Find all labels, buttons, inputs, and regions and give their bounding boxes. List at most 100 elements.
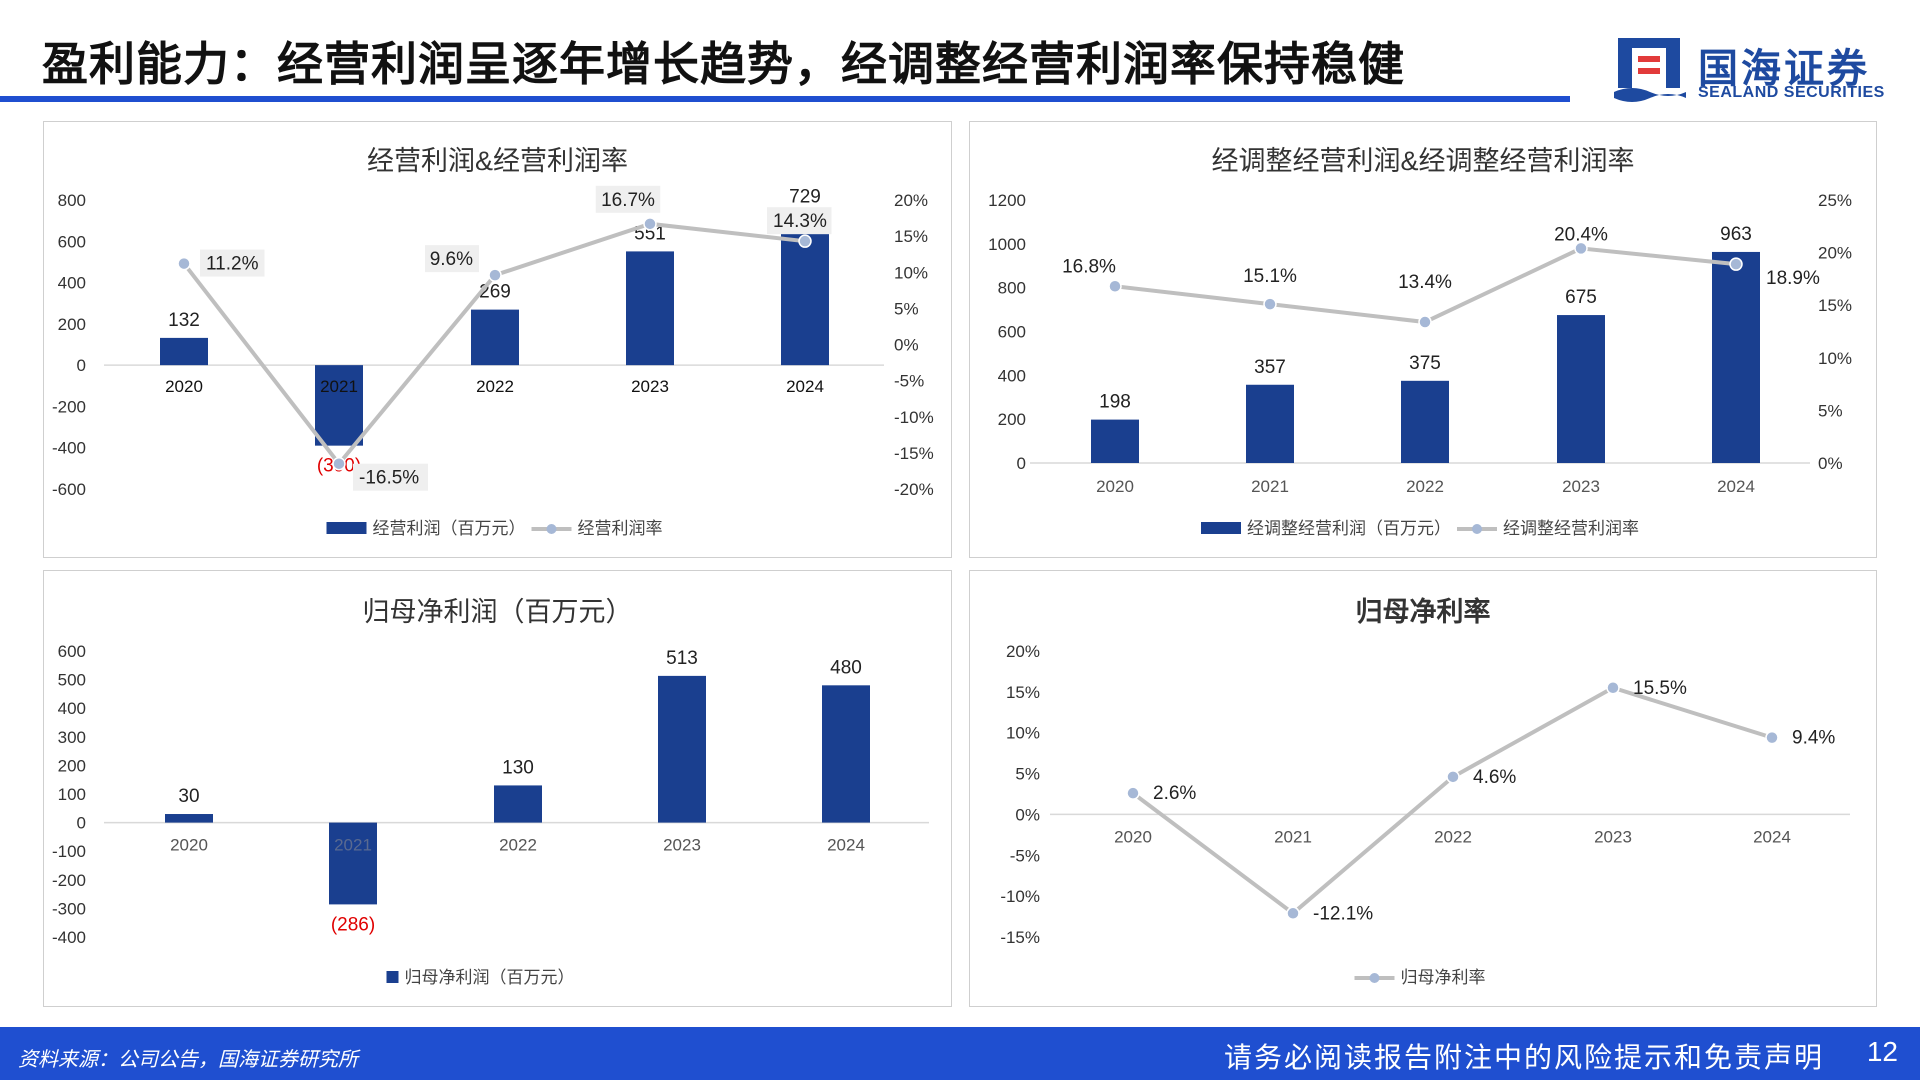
y-tick-label: -400 (52, 439, 86, 458)
y2-tick-label: -10% (894, 408, 934, 427)
operating-profit-chart: 经营利润&经营利润率 800 600 400 200 0 -200 -400 -600 20% 15… (52, 146, 934, 538)
legend-bar-swatch (1201, 522, 1241, 534)
y-tick-label: -200 (52, 397, 86, 416)
y-tick-label: -10% (1000, 887, 1040, 906)
y2-tick-label: 0% (894, 336, 919, 355)
line-data-label: 9.4% (1792, 728, 1835, 749)
line-data-label: 2.6% (1153, 783, 1196, 804)
y-tick-label: -600 (52, 480, 86, 499)
y2-tick-label: 25% (1818, 191, 1852, 210)
y2-tick-label: -5% (894, 372, 924, 391)
line-label-bg (200, 249, 265, 277)
x-tick-label: 2020 (170, 836, 208, 855)
line-point (1418, 315, 1432, 329)
line-label-bg (767, 207, 832, 235)
x-tick-label: 2021 (320, 377, 358, 396)
line-label-bg (425, 245, 479, 273)
y-tick-label: -15% (1000, 928, 1040, 947)
footer-source: 资料来源：公司公告，国海证券研究所 (18, 1049, 358, 1071)
page-title: 盈利能力：经营利润呈逐年增长趋势，经调整经营利润率保持稳健 (42, 38, 1405, 90)
bar-data-label: 269 (479, 282, 511, 303)
logo-name-cn: 国海证券 (1698, 47, 1870, 91)
panel-net-margin: 归母净利率 20% 15% 10% 5% 0% -5% -10% -15% 2020 2021 202… (969, 570, 1877, 1007)
y-tick-label: 500 (58, 671, 86, 690)
x-tick-label: 2023 (631, 377, 669, 396)
bar (1246, 384, 1294, 463)
line-data-label: 16.7% (601, 190, 655, 211)
x-tick-label: 2021 (1274, 827, 1312, 846)
line-point (488, 268, 502, 282)
bar-data-label: 357 (1254, 357, 1286, 378)
bar (494, 785, 542, 823)
legend-label: 归母净利润（百万元） (405, 968, 575, 987)
y2-tick-label: 5% (1818, 401, 1843, 420)
bar-data-label: 132 (168, 310, 200, 331)
x-tick-label: 2024 (786, 377, 824, 396)
line-point (798, 234, 812, 248)
x-tick-label: 2020 (165, 377, 203, 396)
footer-bar: 资料来源：公司公告，国海证券研究所 请务必阅读报告附注中的风险提示和免责声明 1… (0, 1027, 1920, 1080)
page-number: 12 (1866, 1036, 1898, 1067)
line-point (332, 456, 346, 471)
y-tick-label: -300 (52, 899, 86, 918)
x-tick-label: 2024 (1717, 477, 1755, 496)
y-tick-label: 200 (58, 315, 86, 334)
y2-tick-label: 15% (894, 227, 928, 246)
bar (658, 675, 706, 823)
bar (626, 251, 674, 366)
y-tick-label: -400 (52, 928, 86, 947)
line-data-label: -16.5% (359, 468, 419, 489)
legend-bar-swatch (386, 971, 399, 983)
line-point (1108, 279, 1122, 294)
chart-title: 经调整经营利润&经调整经营利润率 (1211, 146, 1634, 176)
line-data-label: 4.6% (1473, 767, 1516, 788)
y2-tick-label: 5% (894, 299, 919, 318)
bar-data-label: 480 (830, 657, 862, 678)
bar (471, 309, 519, 366)
y-tick-label: 400 (58, 274, 86, 293)
x-tick-label: 2024 (827, 836, 865, 855)
y-tick-label: 300 (58, 728, 86, 747)
line-point (1765, 730, 1779, 745)
y-tick-label: 200 (998, 410, 1026, 429)
y-tick-label: 100 (58, 785, 86, 804)
line-data-label: 11.2% (206, 254, 259, 275)
y-tick-label: -200 (52, 871, 86, 890)
panel-net-profit: 归母净利润（百万元） 600 500 400 300 200 100 0 -100 -200 -30… (43, 570, 952, 1007)
x-tick-label: 2020 (1096, 477, 1134, 496)
y-tick-label: -5% (1010, 846, 1040, 865)
legend-bar-swatch (326, 522, 367, 534)
line-data-label: 16.8% (1062, 256, 1116, 277)
line-point (1126, 786, 1140, 800)
y-tick-label: 600 (58, 642, 86, 661)
x-tick-label: 2022 (476, 377, 514, 396)
line-data-label: 9.6% (430, 249, 473, 270)
panel-operating-profit: 经营利润&经营利润率 800 600 400 200 0 -200 -400 -600 20% 15… (43, 121, 952, 558)
legend-label: 归母净利率 (1401, 968, 1486, 987)
company-logo: 国海证券 SEALAND SECURITIES (1612, 34, 1884, 106)
legend-line-marker (1472, 524, 1482, 534)
y-tick-label: 400 (58, 699, 86, 718)
legend-label: 经调整经营利润率 (1503, 519, 1639, 538)
chart-title: 归母净利率 (1356, 596, 1491, 627)
y2-tick-label: 20% (1818, 244, 1852, 263)
bar-data-label: 130 (502, 757, 534, 778)
y-tick-label: 400 (998, 366, 1026, 385)
line-data-label: -12.1% (1313, 903, 1373, 924)
y-tick-label: 800 (58, 191, 86, 210)
line-point (1286, 906, 1300, 921)
y-tick-label: 10% (1006, 724, 1040, 743)
bar-data-label: 963 (1720, 224, 1752, 245)
x-tick-label: 2023 (1594, 827, 1632, 846)
bar (1401, 380, 1449, 463)
legend-line-marker (1369, 973, 1380, 983)
line-point (1263, 297, 1277, 311)
y2-tick-label: 15% (1818, 296, 1852, 315)
net-profit-chart: 归母净利润（百万元） 600 500 400 300 200 100 0 -100 -200 -30… (52, 597, 929, 987)
y-tick-label: 1200 (988, 191, 1026, 210)
bar-data-label: 513 (666, 648, 698, 669)
y-tick-label: -100 (52, 842, 86, 861)
y2-tick-label: -15% (894, 444, 934, 463)
line-label-bg (353, 463, 428, 491)
bar-data-label: (286) (331, 914, 375, 935)
